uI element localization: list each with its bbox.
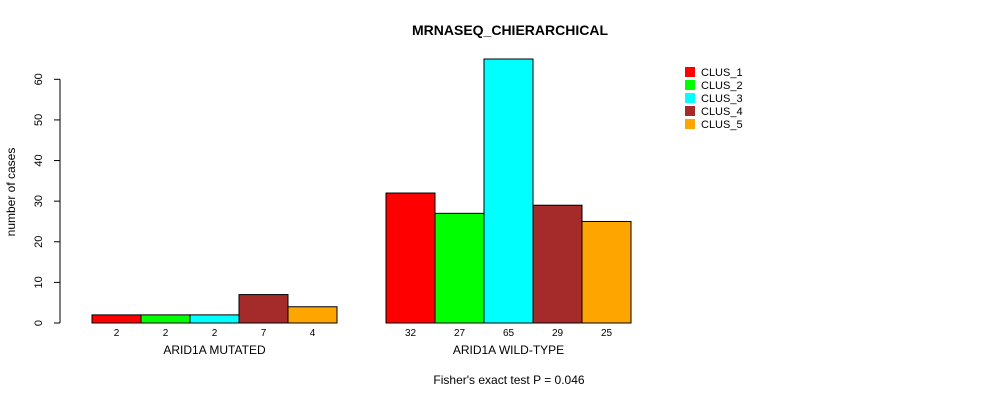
legend-label: CLUS_4	[701, 106, 743, 118]
bar-counts: 2 2 2 7 4 32 27 65 29 25	[114, 328, 613, 339]
y-tick-label: 0	[33, 320, 45, 326]
legend-swatch	[685, 106, 695, 116]
y-tick-label: 60	[33, 73, 45, 85]
legend-swatch	[685, 119, 695, 129]
y-tick-label: 20	[33, 236, 45, 248]
bar-count-label: 29	[552, 328, 564, 339]
bar-count-label: 4	[310, 328, 316, 339]
group-labels: ARID1A MUTATED ARID1A WILD-TYPE	[163, 343, 564, 357]
footnote: Fisher's exact test P = 0.046	[433, 373, 584, 387]
bar	[385, 192, 436, 324]
bar	[140, 314, 191, 324]
group-label: ARID1A MUTATED	[163, 343, 266, 357]
y-tick-label: 40	[33, 154, 45, 166]
y-axis: 0 10 20 30 40 50 60	[33, 73, 61, 326]
bar-count-label: 2	[114, 328, 120, 339]
y-axis-label: number of cases	[4, 148, 18, 237]
legend-label: CLUS_1	[701, 67, 743, 79]
bar-count-label: 2	[212, 328, 218, 339]
bar	[91, 314, 142, 324]
legend-label: CLUS_5	[701, 119, 743, 131]
bar-count-label: 27	[454, 328, 466, 339]
bar-count-label: 65	[503, 328, 515, 339]
bar	[483, 58, 534, 324]
bars	[91, 58, 632, 324]
legend-label: CLUS_2	[701, 80, 743, 92]
legend-swatch	[685, 67, 695, 77]
legend-swatch	[685, 80, 695, 90]
y-tick-label: 10	[33, 276, 45, 288]
bar-count-label: 25	[601, 328, 613, 339]
legend-swatch	[685, 93, 695, 103]
bar-count-label: 2	[163, 328, 169, 339]
y-tick-label: 30	[33, 195, 45, 207]
group-label: ARID1A WILD-TYPE	[453, 343, 564, 357]
bar-count-label: 7	[261, 328, 267, 339]
bar	[581, 220, 632, 324]
legend-label: CLUS_3	[701, 93, 743, 105]
bar	[532, 204, 583, 324]
y-tick-label: 50	[33, 114, 45, 126]
bar	[434, 212, 485, 324]
bar	[287, 306, 338, 324]
bar	[238, 294, 289, 324]
chart-title: MRNASEQ_CHIERARCHICAL	[412, 22, 608, 38]
bar	[189, 314, 240, 324]
bar-count-label: 32	[405, 328, 417, 339]
